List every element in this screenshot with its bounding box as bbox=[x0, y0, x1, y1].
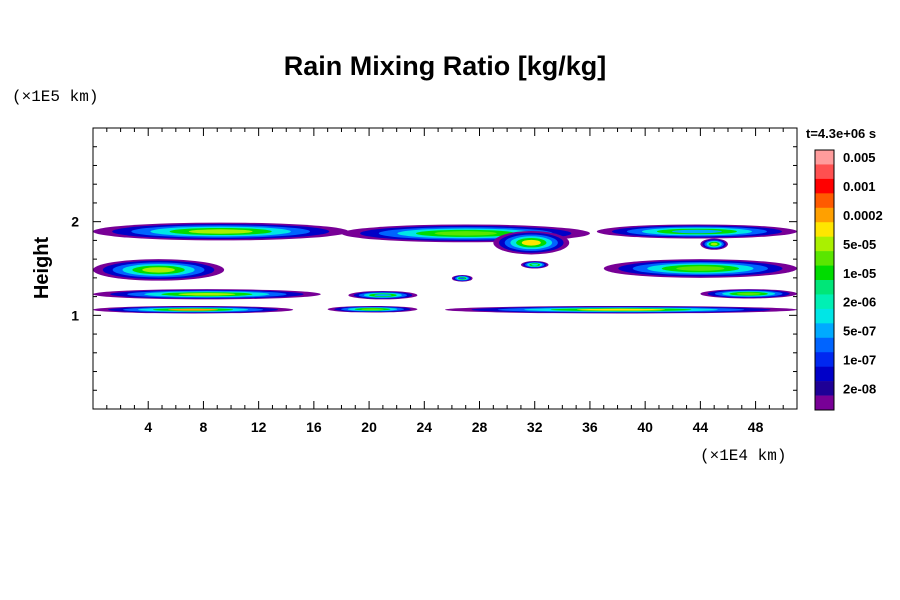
colorbar-label: 2e-06 bbox=[843, 295, 876, 310]
colorbar-swatch bbox=[815, 366, 834, 382]
colorbar-swatch bbox=[815, 236, 834, 252]
colorbar-label: 1e-07 bbox=[843, 352, 876, 367]
colorbar-swatch bbox=[815, 178, 834, 194]
cloud-field bbox=[93, 222, 797, 314]
contour-band bbox=[178, 292, 236, 296]
plot-frame bbox=[92, 127, 798, 410]
cloud-layer bbox=[93, 259, 225, 281]
colorbar-swatch bbox=[815, 308, 834, 324]
contour-band bbox=[168, 308, 219, 311]
cloud-layer bbox=[348, 290, 418, 300]
colorbar-swatch bbox=[815, 294, 834, 310]
contour-band bbox=[521, 239, 541, 246]
contour-band bbox=[736, 292, 761, 295]
contour-band bbox=[142, 267, 175, 273]
cloud-layer bbox=[445, 305, 797, 314]
x-tick-label: 24 bbox=[417, 419, 433, 435]
cloud-layer bbox=[596, 224, 797, 239]
contour-band bbox=[459, 277, 465, 280]
colorbar-swatch bbox=[815, 381, 834, 396]
x-tick-label: 40 bbox=[637, 419, 653, 435]
colorbar-label: 5e-05 bbox=[843, 237, 876, 252]
cloud-layer bbox=[493, 231, 570, 255]
colorbar-label: 0.005 bbox=[843, 150, 876, 165]
contour-band bbox=[434, 231, 497, 236]
colorbar-swatch bbox=[815, 222, 834, 237]
colorbar-swatch bbox=[815, 323, 834, 339]
cloud-layer bbox=[520, 261, 549, 269]
x-tick-label: 28 bbox=[472, 419, 488, 435]
colorbar-label: 0.001 bbox=[843, 179, 876, 194]
time-label: t=4.3e+06 s bbox=[806, 126, 876, 141]
colorbar-swatch bbox=[815, 265, 834, 281]
colorbar-frame bbox=[814, 149, 835, 411]
x-tick-label: 48 bbox=[748, 419, 764, 435]
y-unit-label: (×1E5 km) bbox=[12, 88, 98, 106]
x-tick-label: 44 bbox=[693, 419, 709, 435]
colorbar-swatch bbox=[815, 280, 834, 295]
colorbar-swatch bbox=[815, 207, 834, 223]
colorbar-swatch bbox=[815, 164, 834, 180]
contour-band bbox=[531, 263, 539, 266]
contour-band bbox=[361, 308, 384, 311]
x-tick-label: 16 bbox=[306, 419, 322, 435]
cloud-layer bbox=[603, 259, 797, 278]
contour-band bbox=[188, 229, 253, 234]
cloud-layer bbox=[93, 305, 294, 314]
contour-band bbox=[577, 308, 665, 311]
colorbar-swatch bbox=[815, 193, 834, 209]
y-tick-label: 2 bbox=[71, 214, 79, 230]
cloud-layer bbox=[451, 275, 473, 282]
colorbar: 0.005 0.001 0.0002 5e-05 1e-05 2e-06 5e-07 1e-0… bbox=[814, 149, 883, 411]
x-tick-label: 4 bbox=[144, 419, 152, 435]
colorbar-label: 2e-08 bbox=[843, 381, 876, 396]
contour-band bbox=[671, 229, 722, 234]
colorbar-swatch bbox=[815, 150, 834, 165]
contour-band bbox=[676, 266, 725, 271]
colorbar-swatch bbox=[815, 352, 834, 367]
cloud-layer bbox=[93, 289, 321, 300]
x-tick-label: 12 bbox=[251, 419, 267, 435]
x-tick-label: 20 bbox=[361, 419, 377, 435]
cloud-layer bbox=[700, 289, 797, 299]
cloud-layer bbox=[327, 305, 418, 313]
colorbar-label: 0.0002 bbox=[843, 208, 883, 223]
y-tick-label: 1 bbox=[71, 307, 79, 323]
contour-band bbox=[374, 294, 392, 297]
contour-band bbox=[710, 242, 718, 246]
cloud-layer bbox=[93, 222, 349, 241]
x-tick-label: 8 bbox=[200, 419, 208, 435]
y-axis-label: Height bbox=[31, 237, 53, 300]
x-tick-label: 36 bbox=[582, 419, 598, 435]
colorbar-swatch bbox=[815, 395, 834, 411]
cloud-layer bbox=[700, 238, 728, 250]
colorbar-swatch bbox=[815, 337, 834, 353]
colorbar-label: 5e-07 bbox=[843, 324, 876, 339]
colorbar-swatch bbox=[815, 251, 834, 266]
x-tick-label: 32 bbox=[527, 419, 543, 435]
x-unit-label: (×1E4 km) bbox=[700, 447, 786, 465]
chart-title: Rain Mixing Ratio [kg/kg] bbox=[284, 51, 607, 81]
colorbar-label: 1e-05 bbox=[843, 266, 876, 281]
